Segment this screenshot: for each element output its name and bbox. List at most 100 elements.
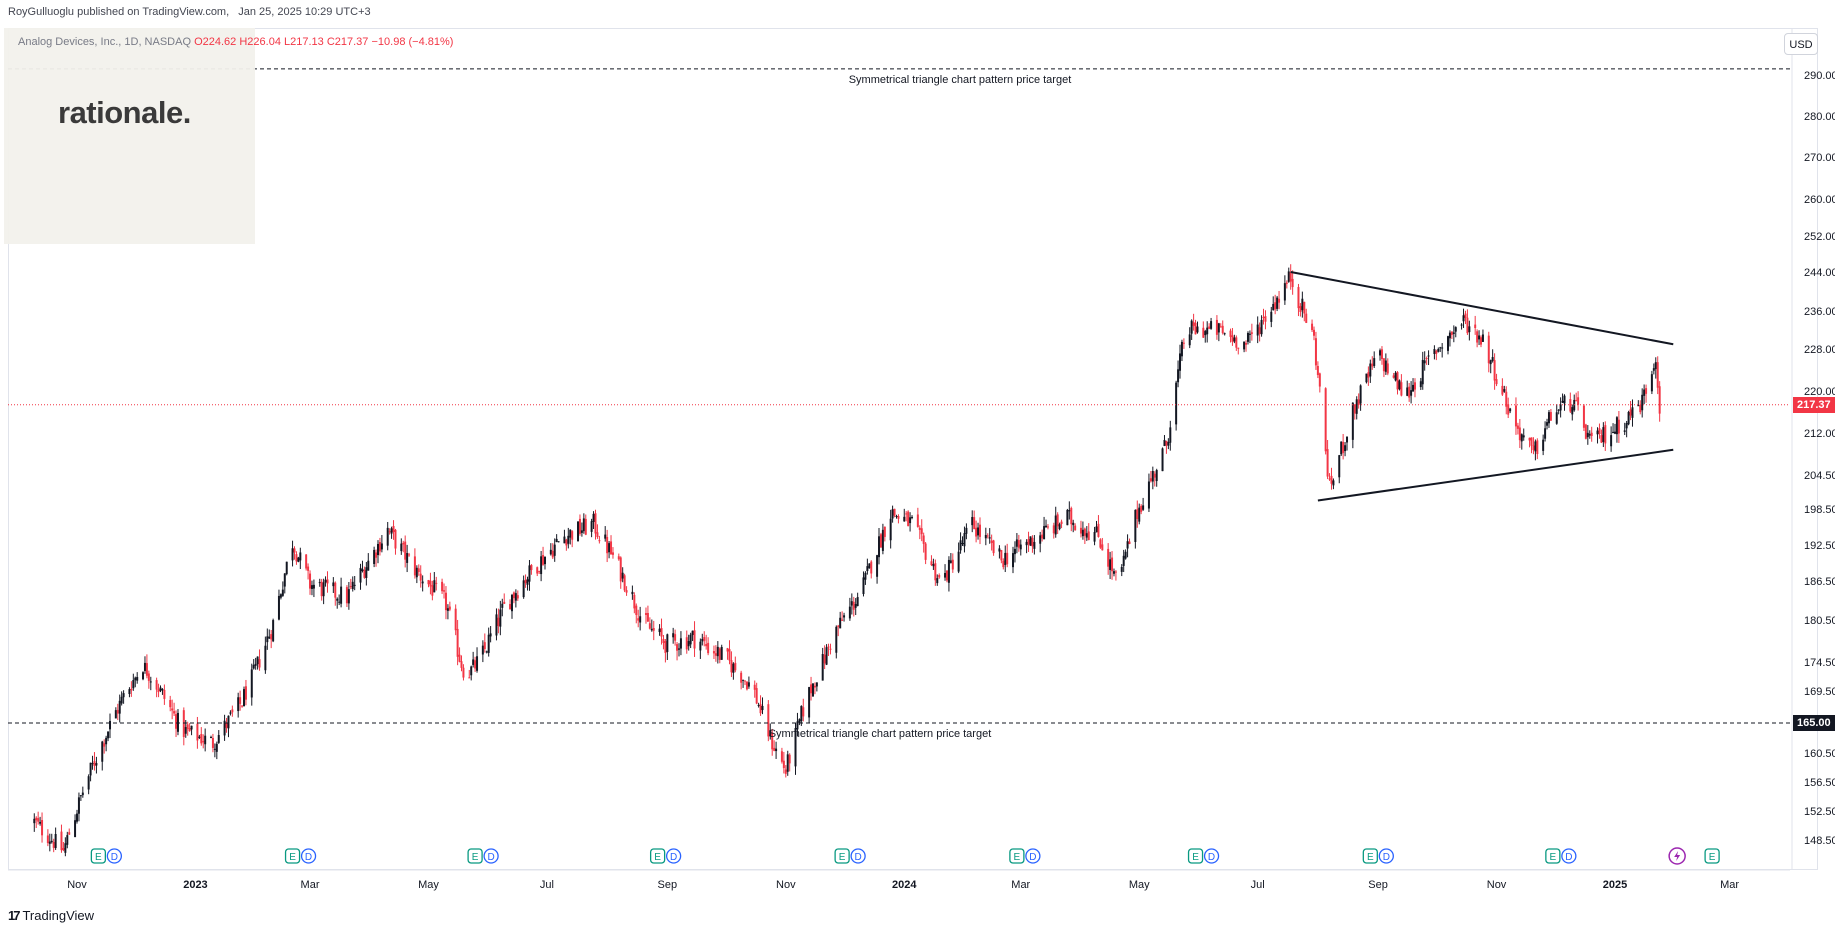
candle-body: [1656, 362, 1659, 388]
candle-body: [1346, 436, 1349, 443]
candle-body: [1382, 358, 1385, 372]
candle-body: [1557, 409, 1560, 411]
candle-body: [1427, 355, 1430, 357]
candle-body: [1250, 332, 1253, 334]
candle-body: [592, 513, 595, 522]
y-tick-label: 148.50: [1804, 835, 1835, 847]
candle-body: [1450, 331, 1453, 335]
candle-body: [687, 641, 690, 647]
candle-body: [606, 537, 609, 554]
last-price-label: 217.37: [1793, 396, 1835, 413]
candle-body: [977, 527, 980, 536]
candle-body: [707, 642, 710, 654]
dividend-badge-label: D: [1029, 852, 1036, 863]
candle-body: [1002, 560, 1005, 568]
y-tick-label: 186.50: [1804, 576, 1835, 588]
candle-body: [130, 688, 133, 691]
candle-body: [408, 554, 411, 556]
candle-body: [658, 628, 661, 633]
candle-body: [1650, 374, 1653, 392]
candle-body: [435, 582, 438, 584]
y-tick-label: 198.50: [1804, 504, 1835, 516]
tradingview-footer[interactable]: 17 TradingView: [8, 908, 94, 923]
triangle-trendline-lower: [1317, 448, 1674, 502]
candle-body: [264, 645, 267, 671]
x-tick-label: Nov: [776, 879, 796, 891]
candle-body: [1602, 427, 1605, 442]
candle-body: [734, 662, 737, 671]
candle-body: [759, 704, 762, 714]
candle-body: [810, 684, 813, 694]
candle-body: [256, 656, 259, 665]
candle-body: [1161, 448, 1164, 472]
candle-body: [376, 543, 379, 556]
candle-body: [1614, 431, 1616, 434]
candle-body: [610, 541, 613, 555]
candle-body: [1577, 397, 1580, 405]
candle-body: [349, 586, 352, 588]
candle-body: [1237, 347, 1240, 349]
candle-body: [1289, 272, 1292, 282]
dividend-badge: [1025, 848, 1041, 864]
candle-body: [1584, 424, 1587, 439]
candle-body: [1344, 445, 1347, 452]
candle-body: [1425, 358, 1428, 360]
candle-body: [1233, 337, 1236, 342]
candle-body: [1476, 331, 1479, 343]
candle-body: [472, 659, 475, 665]
candle-body: [91, 763, 94, 765]
candle-body: [866, 566, 869, 572]
candle-body: [1313, 329, 1316, 336]
logo-box: [4, 28, 255, 244]
candle-body: [1153, 473, 1156, 478]
candle-body: [975, 527, 978, 537]
candle-body: [650, 628, 653, 631]
candle-body: [1142, 505, 1145, 510]
candle-body: [373, 549, 376, 565]
candle-body: [1532, 445, 1535, 451]
candle-body: [876, 555, 879, 577]
candle-body: [1332, 480, 1335, 486]
candle-body: [1149, 478, 1152, 482]
candle-body: [909, 517, 912, 524]
candle-body: [1070, 508, 1073, 525]
earnings-badge: [834, 848, 850, 864]
candle-body: [815, 682, 818, 687]
candle-body: [375, 552, 378, 558]
earnings-badge: [649, 848, 666, 864]
candle-body: [1165, 441, 1168, 446]
candle-body: [623, 575, 626, 591]
candle-body: [1398, 380, 1401, 390]
x-tick-label: Nov: [67, 879, 87, 891]
publisher-header: RoyGulluoglu published on TradingView.co…: [8, 6, 377, 18]
candle-body: [728, 649, 731, 661]
currency-button[interactable]: USD: [1784, 33, 1818, 55]
candle-body: [780, 751, 783, 762]
candle-body: [503, 601, 506, 604]
legend-low: L217.13: [284, 36, 324, 48]
candle-body: [68, 832, 71, 835]
candle-body: [1604, 425, 1607, 444]
earnings-badge: [90, 848, 107, 864]
candle-body: [800, 706, 803, 722]
candle-body: [1229, 330, 1232, 337]
earnings-badge-label: E: [1014, 852, 1021, 863]
candle-body: [625, 590, 628, 593]
candle-body: [1454, 327, 1457, 332]
candle-body: [747, 682, 750, 687]
candle-body: [421, 581, 424, 584]
candle-body: [285, 561, 288, 575]
candle-body: [959, 540, 962, 551]
candle-body: [332, 582, 335, 587]
candle-body: [243, 689, 246, 707]
candle-body: [1549, 412, 1552, 421]
candle-body: [458, 654, 461, 662]
candle-body: [666, 634, 669, 652]
candle-body: [93, 761, 96, 766]
candle-body: [1079, 527, 1082, 534]
candle-body: [402, 542, 405, 545]
candle-body: [903, 516, 906, 522]
candle-body: [705, 643, 708, 647]
dividend-badge: [1203, 848, 1220, 864]
